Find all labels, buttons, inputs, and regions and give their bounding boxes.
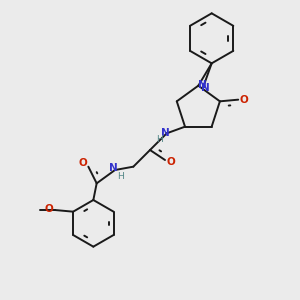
Text: N: N — [160, 128, 169, 138]
Text: O: O — [240, 95, 249, 105]
Text: N: N — [198, 80, 207, 90]
Text: H: H — [118, 172, 124, 181]
Text: O: O — [79, 158, 88, 168]
Text: O: O — [167, 157, 176, 167]
Text: N: N — [109, 163, 118, 173]
Text: O: O — [44, 204, 53, 214]
Text: N: N — [201, 83, 209, 93]
Text: H: H — [156, 135, 163, 144]
